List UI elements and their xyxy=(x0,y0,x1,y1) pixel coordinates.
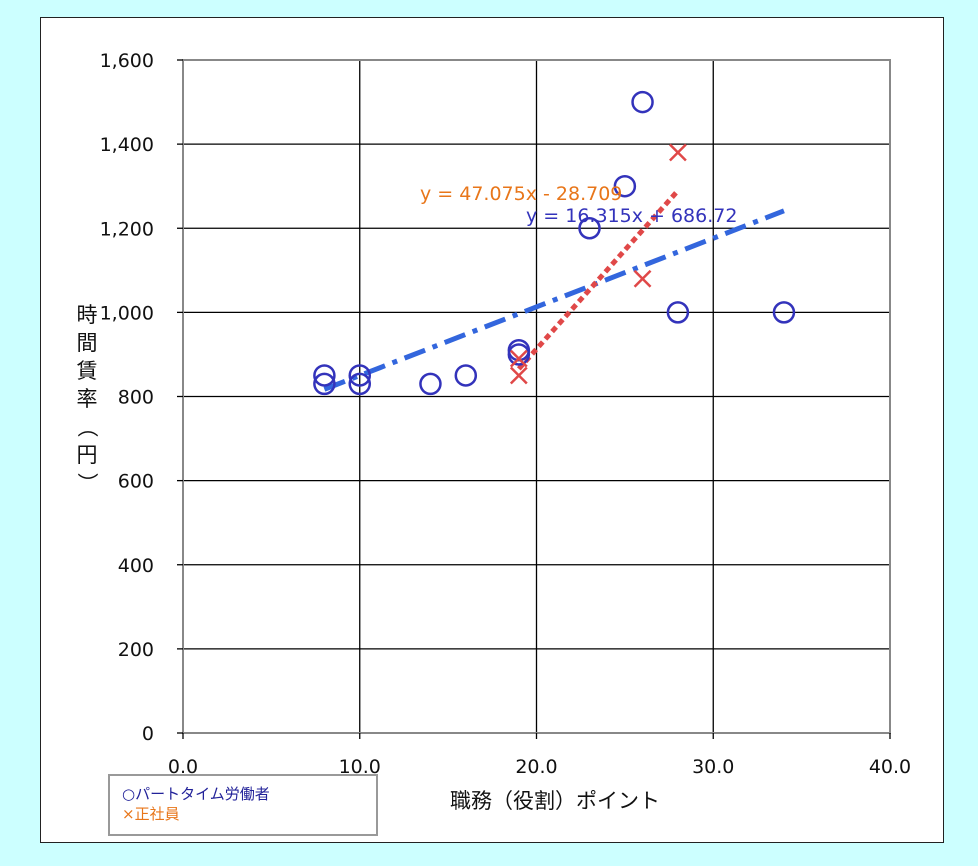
point-cross-stroke xyxy=(509,349,528,368)
y-axis-label-char: 時 xyxy=(77,303,98,327)
x-axis-ticks: 0.0 10.0 20.0 30.0 40.0 xyxy=(168,733,911,778)
y-tick-label: 1,600 xyxy=(100,50,154,72)
y-tick-label: 600 xyxy=(118,471,154,493)
x-tick-label: 40.0 xyxy=(869,756,911,778)
point-part-time xyxy=(348,364,371,387)
x-tick-label: 30.0 xyxy=(692,756,734,778)
y-tick-label: 0 xyxy=(142,723,154,745)
x-tick-label: 0.0 xyxy=(168,756,198,778)
y-tick-label: 400 xyxy=(118,555,154,577)
data-points xyxy=(313,90,796,396)
point-cross-stroke xyxy=(509,366,528,385)
y-tick-label: 1,200 xyxy=(100,218,154,240)
point-regular xyxy=(509,366,528,385)
point-part-time xyxy=(613,174,637,198)
point-part-time xyxy=(772,301,796,324)
point-part-time xyxy=(507,343,531,366)
x-tick-label: 10.0 xyxy=(339,756,381,778)
legend-item-regular: ×正社員 xyxy=(122,805,180,823)
equation-regular: y = 47.075x - 28.709 xyxy=(420,183,622,205)
x-axis-label: 職務（役割）ポイント xyxy=(450,789,660,813)
y-axis-label-char: （ xyxy=(75,417,99,438)
y-axis-label-char: ） xyxy=(75,473,99,494)
y-axis-label-char: 率 xyxy=(77,387,98,411)
gridlines xyxy=(182,59,891,734)
point-regular xyxy=(509,349,528,368)
y-axis-label-char: 円 xyxy=(77,443,98,467)
equation-part-time: y = 16.315x + 686.72 xyxy=(526,205,737,227)
point-part-time xyxy=(666,301,690,324)
point-part-time xyxy=(313,364,336,387)
y-tick-label: 1,000 xyxy=(100,302,154,324)
y-axis-label-char: 賃 xyxy=(77,359,98,383)
point-regular xyxy=(669,143,687,162)
point-regular xyxy=(633,269,652,288)
point-cross-stroke xyxy=(633,269,652,288)
trendlines xyxy=(323,188,785,392)
point-part-time xyxy=(454,364,478,387)
y-tick-label: 1,400 xyxy=(100,134,154,156)
y-axis-ticks: 0 200 400 600 800 1,000 1,200 1,400 1,600 xyxy=(100,50,183,745)
point-cross-stroke xyxy=(669,143,687,162)
legend-item-part-time: ○パートタイム労働者 xyxy=(122,785,270,803)
y-axis-label-char: 間 xyxy=(77,331,98,355)
chart-frame xyxy=(40,17,944,843)
point-part-time xyxy=(348,372,371,396)
point-part-time xyxy=(631,90,654,114)
y-tick-label: 800 xyxy=(118,387,154,409)
trendline-part-time xyxy=(323,208,785,392)
point-part-time xyxy=(313,372,336,396)
y-tick-label: 200 xyxy=(118,639,154,661)
point-part-time xyxy=(419,372,442,396)
point-part-time xyxy=(578,217,601,240)
legend: ○パートタイム労働者 ×正社員 xyxy=(108,774,378,836)
x-tick-label: 20.0 xyxy=(515,756,557,778)
